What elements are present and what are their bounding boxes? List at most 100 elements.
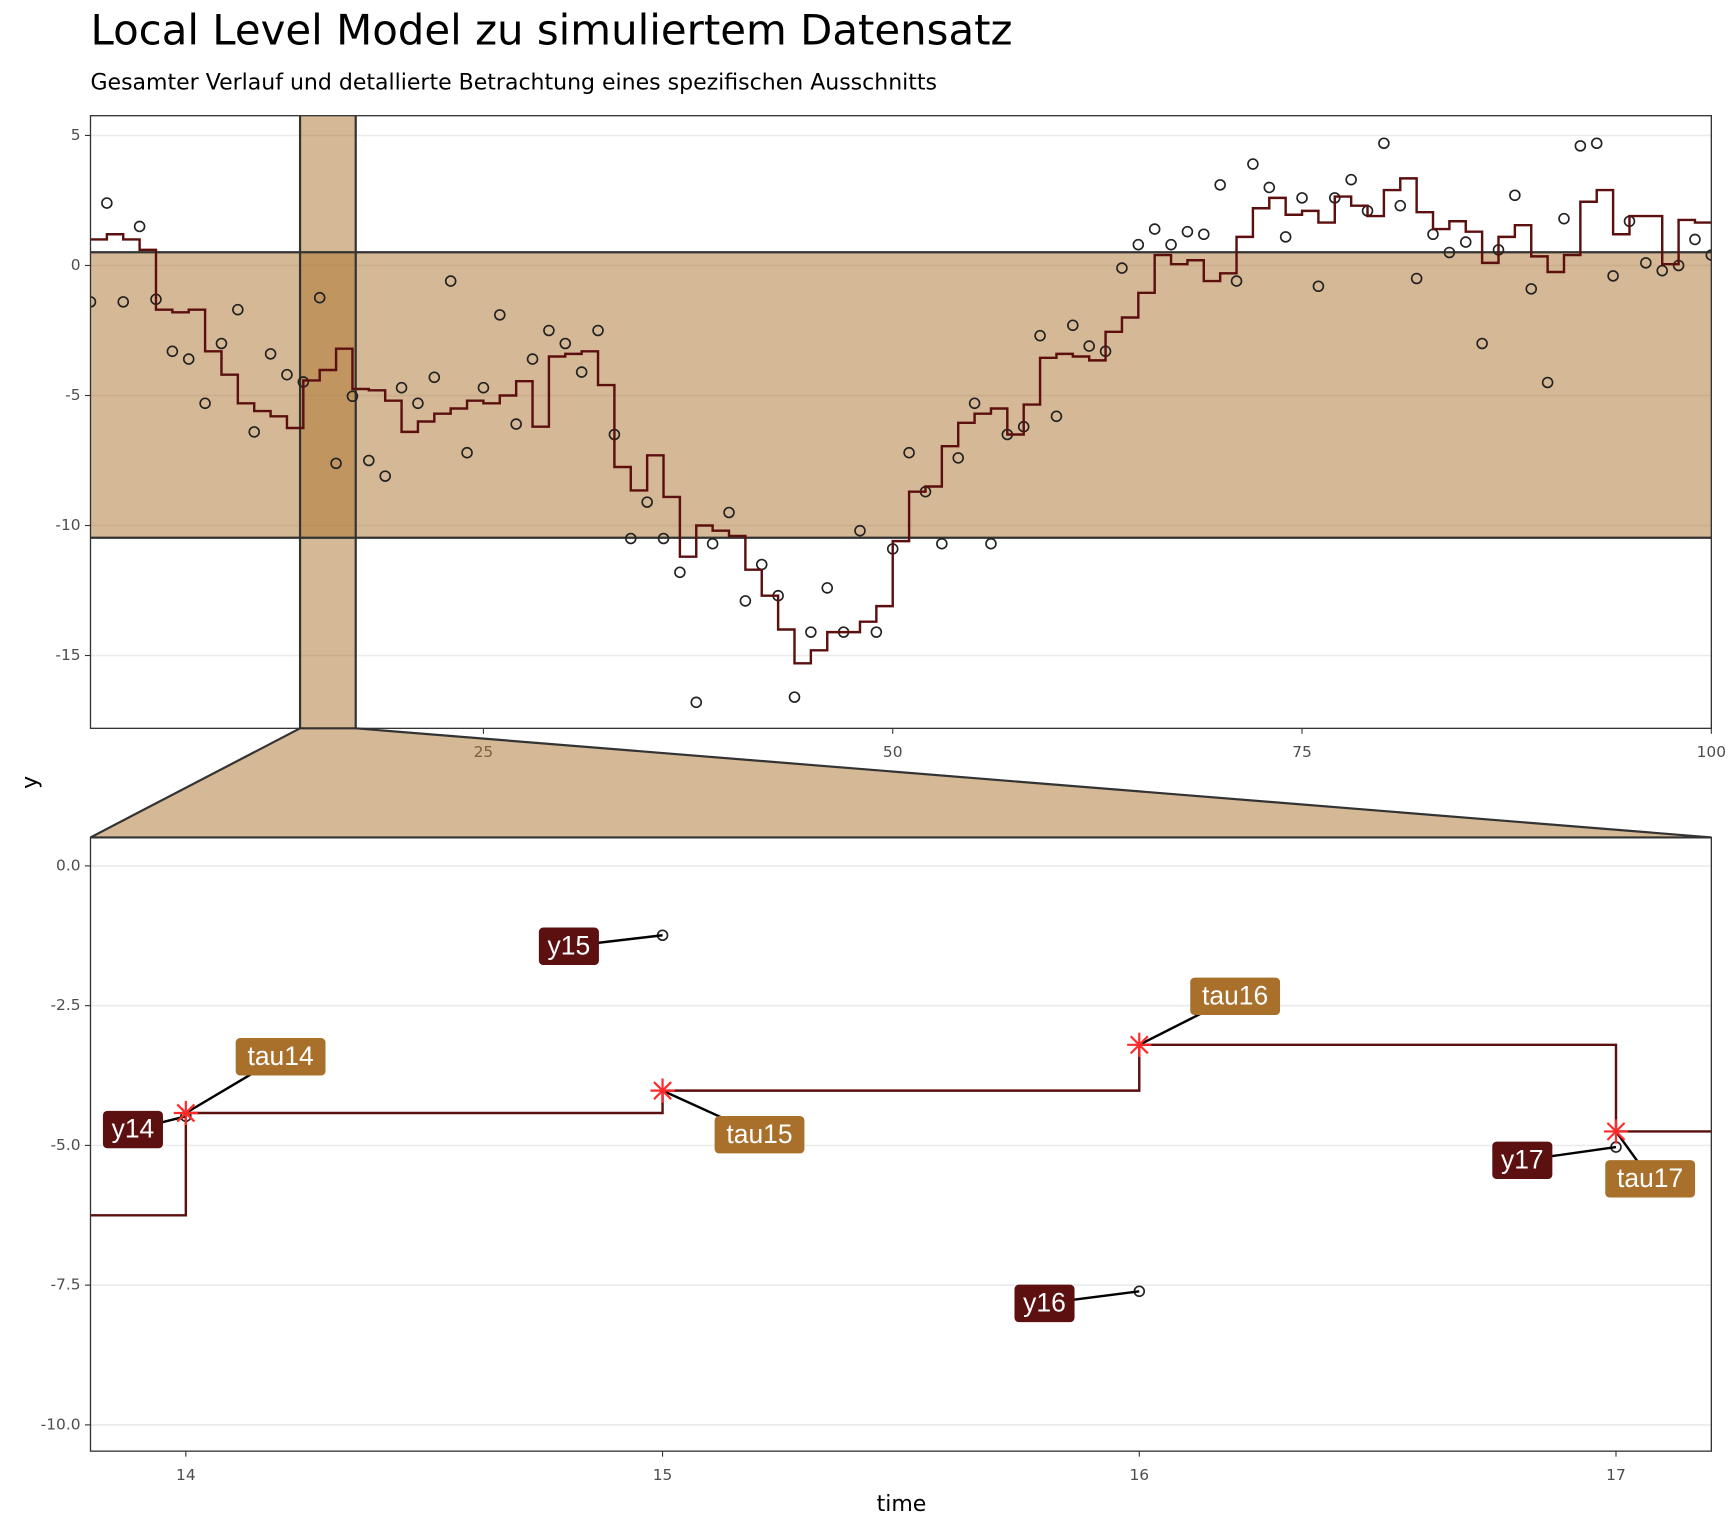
y-tick-label: -10 bbox=[55, 516, 80, 534]
observation-point bbox=[1476, 337, 1488, 350]
x-axis-title: time bbox=[877, 1492, 927, 1517]
observation-point bbox=[903, 446, 915, 459]
observation-point bbox=[1689, 233, 1701, 246]
level-step-line bbox=[90, 177, 1712, 665]
star-stroke bbox=[1129, 1035, 1149, 1055]
observation-point bbox=[1247, 158, 1259, 170]
y-tick-label: -15 bbox=[55, 646, 80, 664]
observation-point bbox=[428, 371, 441, 384]
observation-point bbox=[215, 337, 228, 350]
observation-point bbox=[936, 537, 948, 550]
observation-point bbox=[232, 303, 244, 316]
observation-point bbox=[1443, 246, 1456, 259]
observation-point bbox=[624, 532, 637, 545]
x-tick-label: 50 bbox=[883, 743, 903, 761]
observation-point bbox=[1034, 329, 1046, 342]
x-tick-label: 16 bbox=[1129, 1466, 1149, 1484]
x-tick-label: 75 bbox=[1292, 743, 1312, 761]
obs-label-box bbox=[102, 1110, 163, 1149]
observation-point bbox=[1230, 275, 1243, 287]
observation-point bbox=[313, 291, 326, 304]
level-label: tau17 bbox=[1617, 1163, 1683, 1193]
y-tick-label: 0 bbox=[71, 256, 81, 274]
panel-border bbox=[89, 115, 1712, 729]
observation-point bbox=[90, 296, 97, 308]
observation-point bbox=[363, 454, 375, 467]
observation-point bbox=[526, 353, 539, 365]
observation-point bbox=[477, 381, 490, 394]
observation-point bbox=[1394, 199, 1407, 212]
observation-point bbox=[690, 696, 703, 709]
level-label: tau15 bbox=[726, 1119, 792, 1149]
y-tick-label: -7.5 bbox=[51, 1276, 81, 1294]
observation-point bbox=[101, 197, 113, 209]
observation-point bbox=[592, 324, 604, 337]
obs-label-box bbox=[1492, 1141, 1553, 1180]
observation-point bbox=[952, 452, 964, 464]
observation-point bbox=[1590, 137, 1603, 150]
observation-point bbox=[281, 368, 293, 381]
observation-point bbox=[248, 426, 260, 438]
observation-point bbox=[1509, 189, 1521, 202]
observation-point bbox=[674, 566, 686, 579]
observation-point bbox=[543, 324, 555, 337]
observation-point bbox=[985, 537, 997, 550]
obs-label: y14 bbox=[112, 1114, 155, 1144]
observation-point bbox=[346, 390, 359, 403]
observation-point bbox=[706, 537, 719, 550]
level-label-box bbox=[1605, 1160, 1696, 1198]
observation-point bbox=[182, 353, 195, 365]
observation-point bbox=[805, 626, 817, 638]
y-tick-label: -2.5 bbox=[51, 996, 81, 1014]
level-star bbox=[650, 1078, 675, 1103]
zoom-band-vertical bbox=[300, 115, 356, 729]
obs-label-box bbox=[1014, 1284, 1075, 1323]
observation-point bbox=[1198, 228, 1210, 241]
y-axis-title: y bbox=[18, 776, 43, 789]
observation-point bbox=[1541, 376, 1554, 389]
chart-subtitle: Gesamter Verlauf und detallierte Betrach… bbox=[90, 71, 937, 96]
y-tick-label: 0.0 bbox=[56, 856, 81, 874]
observation-point bbox=[1083, 340, 1095, 352]
x-tick-label: 17 bbox=[1606, 1466, 1626, 1484]
observation-point bbox=[1705, 249, 1712, 261]
x-tick-label: 14 bbox=[176, 1466, 196, 1484]
observation-point bbox=[1640, 257, 1652, 269]
observation-point bbox=[1410, 272, 1423, 285]
observation-point bbox=[395, 381, 408, 394]
observation-point bbox=[1279, 231, 1292, 243]
x-tick-label: 15 bbox=[653, 1466, 673, 1484]
level-label-box bbox=[1190, 977, 1281, 1016]
observation-point bbox=[461, 446, 473, 459]
observation-point bbox=[1607, 270, 1619, 282]
observation-point bbox=[968, 397, 981, 410]
level-label: tau16 bbox=[1202, 980, 1268, 1010]
observation-point bbox=[510, 418, 522, 430]
zoom-band-horizontal bbox=[90, 252, 1712, 538]
observation-point bbox=[1116, 262, 1128, 274]
y-tick-label: 5 bbox=[71, 126, 81, 144]
observation-point bbox=[641, 496, 653, 508]
observation-point bbox=[1525, 283, 1538, 295]
observation-point bbox=[788, 691, 801, 703]
observation-point bbox=[379, 470, 391, 482]
observation-point bbox=[444, 275, 457, 287]
observation-point bbox=[1574, 140, 1587, 152]
plot-area bbox=[90, 137, 1712, 709]
observation-point bbox=[870, 626, 883, 638]
y-tick-label: -5 bbox=[65, 386, 80, 404]
observation-point bbox=[559, 337, 572, 350]
observation-point bbox=[1214, 179, 1226, 191]
observation-point bbox=[657, 532, 670, 545]
star-stroke bbox=[1606, 1122, 1626, 1141]
level-star bbox=[1127, 1032, 1152, 1057]
level-star bbox=[1603, 1119, 1629, 1144]
observation-point bbox=[575, 366, 588, 378]
observation-point bbox=[412, 397, 424, 410]
observation-point bbox=[494, 309, 506, 321]
obs-label-box bbox=[538, 927, 599, 965]
observation-point bbox=[1132, 238, 1145, 251]
star-stroke bbox=[653, 1081, 672, 1100]
